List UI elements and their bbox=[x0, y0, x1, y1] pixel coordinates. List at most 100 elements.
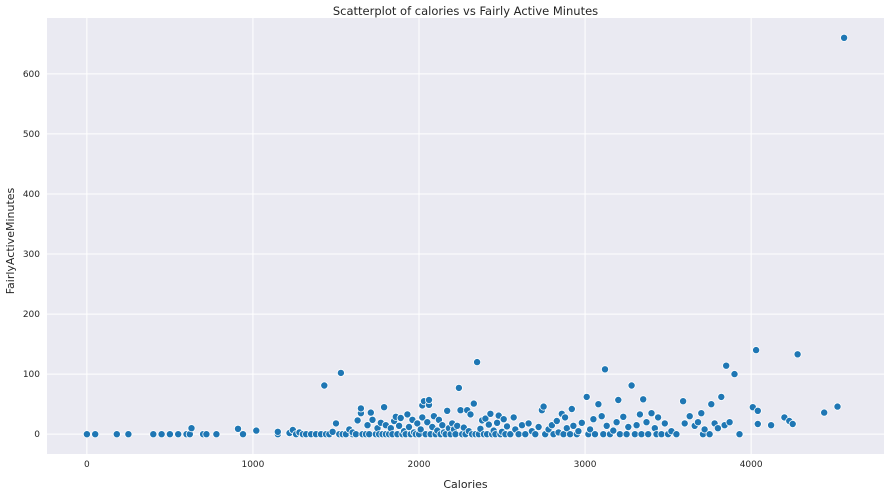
data-point bbox=[165, 430, 174, 439]
data-point bbox=[395, 421, 404, 430]
data-point bbox=[672, 430, 681, 439]
data-point bbox=[753, 419, 762, 428]
data-point bbox=[697, 409, 706, 418]
data-point bbox=[680, 419, 689, 428]
data-point bbox=[502, 422, 511, 431]
data-point bbox=[453, 421, 462, 430]
data-point bbox=[615, 430, 624, 439]
data-point bbox=[202, 430, 211, 439]
data-point bbox=[614, 395, 623, 404]
data-point bbox=[767, 421, 776, 430]
data-point bbox=[91, 430, 100, 439]
data-point bbox=[331, 419, 340, 428]
data-point bbox=[356, 404, 365, 413]
data-point bbox=[644, 430, 653, 439]
data-point bbox=[639, 395, 648, 404]
data-point bbox=[396, 413, 405, 422]
data-point bbox=[336, 368, 345, 377]
data-point bbox=[567, 404, 576, 413]
y-tick-label: 200 bbox=[23, 310, 40, 320]
data-point bbox=[833, 402, 842, 411]
y-tick-label: 600 bbox=[23, 70, 40, 80]
y-tick-label: 500 bbox=[23, 130, 40, 140]
data-point bbox=[534, 422, 543, 431]
data-point bbox=[730, 370, 739, 379]
data-point bbox=[418, 413, 427, 422]
data-point bbox=[351, 430, 360, 439]
data-point bbox=[561, 413, 570, 422]
data-point bbox=[506, 430, 515, 439]
data-point bbox=[642, 418, 651, 427]
data-point bbox=[124, 430, 133, 439]
data-point bbox=[612, 418, 621, 427]
x-gridlines bbox=[86, 18, 752, 454]
data-point bbox=[423, 418, 432, 427]
data-point bbox=[586, 425, 595, 434]
data-point bbox=[788, 419, 797, 428]
x-tick-label: 2000 bbox=[408, 460, 431, 470]
data-point bbox=[365, 430, 374, 439]
data-point bbox=[679, 397, 688, 406]
data-point bbox=[840, 33, 849, 42]
data-point bbox=[252, 426, 261, 435]
data-point bbox=[149, 430, 158, 439]
plot-background bbox=[47, 18, 884, 454]
data-point bbox=[647, 409, 656, 418]
data-point bbox=[619, 412, 628, 421]
x-tick-labels: 0 1000 2000 3000 4000 bbox=[84, 460, 763, 470]
data-point bbox=[654, 413, 663, 422]
data-point bbox=[416, 425, 425, 434]
data-points bbox=[82, 33, 849, 439]
data-point bbox=[368, 415, 377, 424]
data-point bbox=[486, 409, 495, 418]
data-point bbox=[473, 358, 482, 367]
data-point bbox=[456, 406, 465, 415]
data-point bbox=[484, 420, 493, 429]
data-point bbox=[552, 416, 561, 425]
data-point bbox=[637, 430, 646, 439]
data-point bbox=[602, 421, 611, 430]
data-point bbox=[717, 392, 726, 401]
data-point bbox=[518, 421, 527, 430]
data-point bbox=[594, 400, 603, 409]
data-point bbox=[609, 426, 618, 435]
chart-title: Scatterplot of calories vs Fairly Active… bbox=[333, 4, 598, 18]
x-axis-title: Calories bbox=[443, 478, 488, 491]
data-point bbox=[380, 403, 389, 412]
y-tick-label: 300 bbox=[23, 250, 40, 260]
data-point bbox=[499, 415, 508, 424]
data-point bbox=[735, 430, 744, 439]
data-point bbox=[599, 430, 608, 439]
data-point bbox=[601, 365, 610, 374]
data-point bbox=[632, 421, 641, 430]
y-tick-label: 0 bbox=[34, 430, 40, 440]
data-point bbox=[233, 424, 242, 433]
data-point bbox=[713, 424, 722, 433]
data-point bbox=[574, 427, 583, 436]
data-point bbox=[493, 418, 502, 427]
data-point bbox=[212, 430, 221, 439]
data-point bbox=[413, 419, 422, 428]
x-tick-label: 1000 bbox=[241, 460, 264, 470]
data-point bbox=[577, 418, 586, 427]
data-point bbox=[582, 392, 591, 401]
x-tick-label: 3000 bbox=[574, 460, 597, 470]
y-axis-title: FairlyActiveMinutes bbox=[4, 187, 17, 294]
data-point bbox=[705, 430, 714, 439]
data-point bbox=[443, 406, 452, 415]
y-tick-label: 400 bbox=[23, 190, 40, 200]
y-tick-labels: 0 100 200 300 400 500 600 bbox=[23, 70, 40, 440]
data-point bbox=[707, 400, 716, 409]
data-point bbox=[320, 381, 329, 390]
data-point bbox=[438, 421, 447, 430]
data-point bbox=[481, 414, 490, 423]
data-point bbox=[238, 430, 247, 439]
data-point bbox=[328, 427, 337, 436]
data-point bbox=[403, 410, 412, 419]
data-point bbox=[753, 406, 762, 415]
data-point bbox=[793, 350, 802, 359]
data-point bbox=[524, 419, 533, 428]
data-point bbox=[424, 395, 433, 404]
data-point bbox=[531, 430, 540, 439]
